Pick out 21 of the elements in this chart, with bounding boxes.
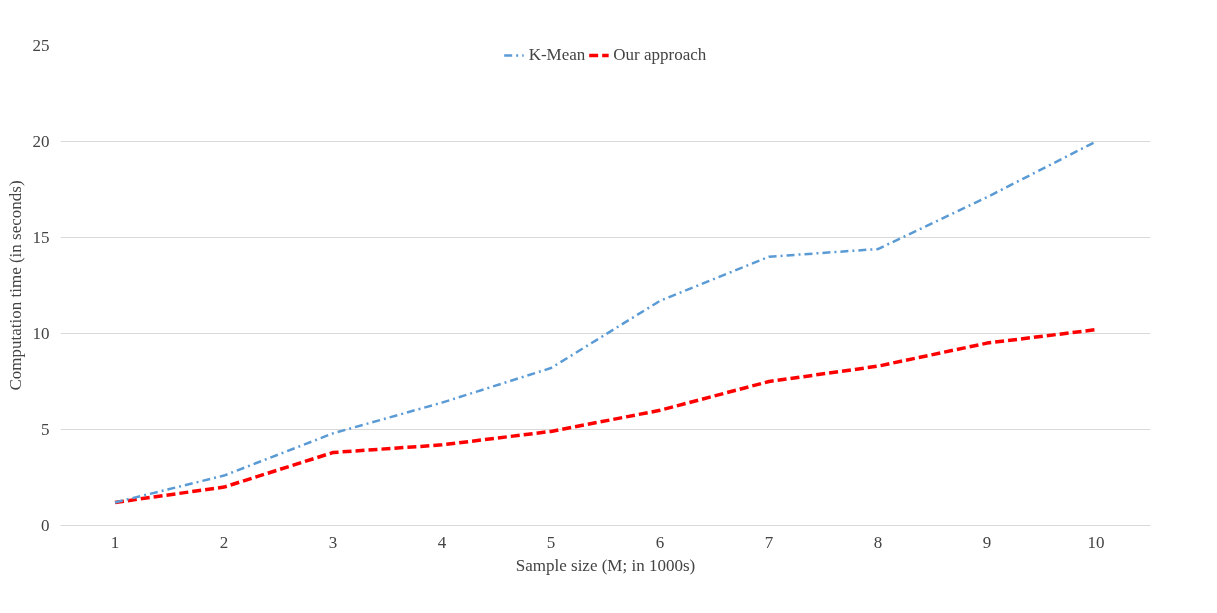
x-tick-label: 4 <box>437 532 447 552</box>
y-tick-label: 25 <box>32 36 50 55</box>
x-tick-label: 3 <box>328 532 338 552</box>
y-tick-label: 20 <box>32 132 50 151</box>
y-tick-label: 5 <box>41 420 50 439</box>
legend-label: K-Mean <box>528 45 586 65</box>
x-axis-title: Sample size (M; in 1000s) <box>515 555 696 575</box>
x-tick-label: 6 <box>655 532 665 552</box>
y-axis-title: Computation time (in seconds) <box>5 180 25 391</box>
line-series <box>113 327 1098 505</box>
x-tick-label: 7 <box>764 532 774 552</box>
x-tick-label: 10 <box>1087 532 1105 552</box>
x-tick-label: 9 <box>982 532 992 552</box>
y-tick-label: 15 <box>32 228 50 247</box>
x-tick-label: 5 <box>546 532 556 552</box>
legend-label: Our approach <box>613 45 707 65</box>
y-tick-label: 10 <box>32 324 50 343</box>
x-tick-label: 1 <box>110 532 120 552</box>
x-tick-label: 8 <box>873 532 883 552</box>
x-tick-label: 2 <box>219 532 229 552</box>
y-tick-label: 0 <box>41 516 50 535</box>
